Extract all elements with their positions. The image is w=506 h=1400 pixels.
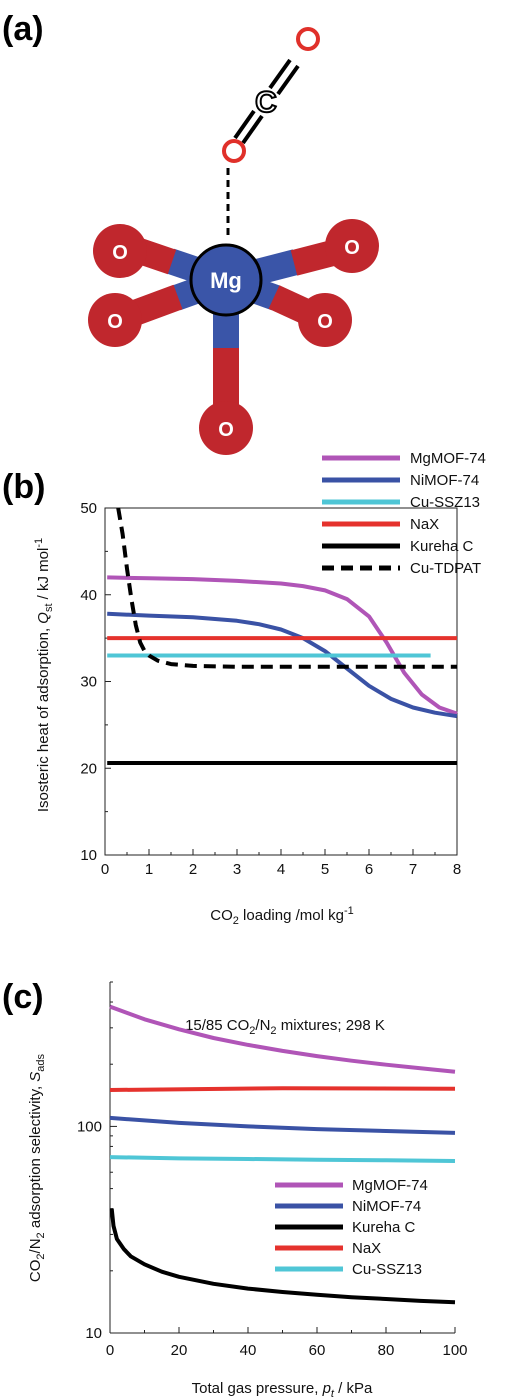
framework-oxygens: O O O O O <box>88 219 379 455</box>
oxygen-upper-right-label: O <box>344 237 360 259</box>
qst-x-tick-label: 2 <box>189 861 197 878</box>
double-bond-lower-b <box>233 109 256 140</box>
qst-legend-label-kureha-c: Kureha C <box>410 538 474 555</box>
carbon-atom-label: C <box>255 86 277 119</box>
qst-x-tick-label: 0 <box>101 861 109 878</box>
double-bond-upper-b <box>268 58 292 90</box>
selectivity-x-axis-title: Total gas pressure, pt / kPa <box>192 1380 373 1400</box>
selectivity-legend-label-cu-ssz13: Cu-SSZ13 <box>352 1261 422 1278</box>
selectivity-y-tick-label: 100 <box>77 1118 102 1135</box>
selectivity-x-tick-label: 40 <box>240 1342 257 1359</box>
oxygen-bottom <box>199 401 253 455</box>
qst-legend-label-nimof-74: NiMOF-74 <box>410 472 479 489</box>
panel-label-c: (c) <box>2 978 44 1016</box>
selectivity-series-mgmof-74 <box>109 1004 456 1074</box>
panel-label-b: (b) <box>2 468 45 506</box>
selectivity-x-tick-label: 60 <box>309 1342 326 1359</box>
selectivity-legend-label-nimof-74: NiMOF-74 <box>352 1198 421 1215</box>
qst-series-nimof-74 <box>107 611 458 719</box>
qst-x-axis-title: CO2 loading /mol kg-1 <box>210 905 353 927</box>
oxygen-bottom-label: O <box>218 419 234 441</box>
qst-x-tick-label: 8 <box>453 861 461 878</box>
oxygen-mid-left-label: O <box>107 311 123 333</box>
qst-x-tick-label: 1 <box>145 861 153 878</box>
double-bond-upper-a <box>276 64 300 96</box>
panel-label-a: (a) <box>2 10 44 48</box>
oxygen-upper-left-label: O <box>112 242 128 264</box>
oxygen-mid-right <box>298 293 352 347</box>
qst-x-tick-label: 4 <box>277 861 285 878</box>
qst-series-mgmof-74 <box>107 575 458 716</box>
selectivity-legend-label-kureha-c: Kureha C <box>352 1219 416 1236</box>
oxygen-upper-right <box>325 219 379 273</box>
co2-oxygen-upper <box>296 27 320 51</box>
qst-y-tick-label: 30 <box>80 674 97 691</box>
qst-plot-frame <box>104 507 458 856</box>
qst-legend-label-nax: NaX <box>410 516 439 533</box>
qst-y-axis-title: Isosteric heat of adsorption, Qst / kJ m… <box>33 538 55 812</box>
qst-x-tick-label: 5 <box>321 861 329 878</box>
qst-y-tick-label: 10 <box>80 847 97 864</box>
oxygen-upper-left <box>93 224 147 278</box>
mg-coordination-diagram: C O O <box>88 27 379 455</box>
selectivity-chart: 15/85 CO2/N2 mixtures; 298 K CO2/N2 adso… <box>27 981 468 1400</box>
qst-legend-label-cu-tdpat: Cu-TDPAT <box>410 560 481 577</box>
qst-y-tick-label: 40 <box>80 587 97 604</box>
selectivity-x-tick-label: 20 <box>171 1342 188 1359</box>
selectivity-x-tick-label: 80 <box>378 1342 395 1359</box>
double-bond-lower-a <box>241 114 264 145</box>
qst-legend-label-cu-ssz13: Cu-SSZ13 <box>410 494 480 511</box>
qst-x-tick-label: 3 <box>233 861 241 878</box>
oxygen-mid-right-label: O <box>317 311 333 333</box>
selectivity-x-tick-label: 0 <box>106 1342 114 1359</box>
selectivity-y-axis-title: CO2/N2 adsorption selectivity, Sads <box>27 1053 47 1282</box>
selectivity-x-tick-label: 100 <box>442 1342 467 1359</box>
qst-x-tick-label: 6 <box>365 861 373 878</box>
oxygen-mid-left <box>88 293 142 347</box>
selectivity-legend-label-mgmof-74: MgMOF-74 <box>352 1177 428 1194</box>
co2-molecule: C <box>222 27 320 240</box>
selectivity-series-cu-ssz13 <box>109 1155 456 1163</box>
magnesium-atom-label: Mg <box>210 268 242 293</box>
qst-legend-label-mgmof-74: MgMOF-74 <box>410 450 486 467</box>
selectivity-y-tick-label: 10 <box>85 1325 102 1342</box>
qst-y-tick-label: 50 <box>80 500 97 517</box>
magnesium-atom <box>189 243 263 317</box>
qst-y-tick-label: 20 <box>80 760 97 777</box>
selectivity-series-nimof-74 <box>109 1115 456 1135</box>
qst-x-tick-label: 7 <box>409 861 417 878</box>
selectivity-legend-label-nax: NaX <box>352 1240 381 1257</box>
co2-oxygen-lower <box>222 139 246 163</box>
selectivity-chart-title: 15/85 CO2/N2 mixtures; 298 K <box>185 1017 385 1037</box>
selectivity-series-kureha-c <box>109 1208 456 1305</box>
qst-series-cu-tdpat <box>116 507 457 669</box>
selectivity-series-nax <box>109 1086 456 1092</box>
qst-chart: Isosteric heat of adsorption, Qst / kJ m… <box>33 450 486 927</box>
